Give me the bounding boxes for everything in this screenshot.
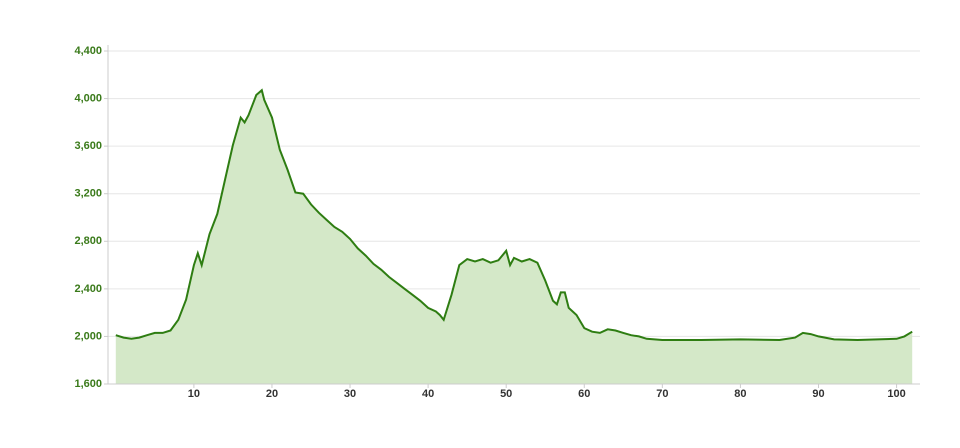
x-tick-label: 10 (188, 388, 200, 400)
area-line (115, 88, 913, 342)
x-tick-label: 50 (500, 388, 512, 400)
x-tick-label: 70 (656, 388, 668, 400)
y-tick-label: 4,400 (74, 45, 102, 57)
y-tick-label: 1,600 (74, 378, 102, 390)
y-tick-label: 2,400 (74, 283, 102, 295)
y-tick-label: 3,600 (74, 140, 102, 152)
x-tick-label: 100 (887, 388, 905, 400)
x-tick-label: 30 (344, 388, 356, 400)
x-tick-label: 40 (422, 388, 434, 400)
y-tick-label: 2,800 (74, 235, 102, 247)
x-tick-label: 60 (578, 388, 590, 400)
x-tick-label: 90 (812, 388, 824, 400)
x-tick-label: 80 (734, 388, 746, 400)
y-tick-label: 4,000 (74, 92, 102, 104)
area-fill (115, 90, 913, 384)
x-tick-label: 20 (266, 388, 278, 400)
y-tick-label: 2,000 (74, 330, 102, 342)
y-tick-label: 3,200 (74, 188, 102, 200)
